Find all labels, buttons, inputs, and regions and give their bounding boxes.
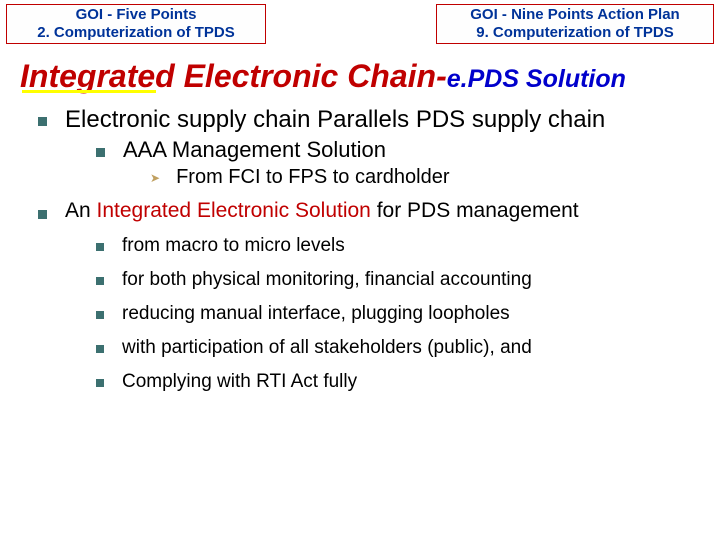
box-left-line1: GOI - Five Points: [13, 6, 259, 24]
square-bullet-icon: [38, 210, 47, 219]
bullet-2-1: from macro to micro levels: [0, 235, 720, 257]
square-bullet-icon: [96, 277, 104, 285]
square-bullet-icon: [96, 345, 104, 353]
square-bullet-icon: [96, 243, 104, 251]
bullet-2-2: for both physical monitoring, financial …: [0, 269, 720, 291]
bullet-1-text: Electronic supply chain Parallels PDS su…: [65, 106, 605, 134]
title-sub: e.PDS Solution: [447, 65, 626, 93]
arrow-bullet-icon: ➤: [150, 172, 160, 184]
square-bullet-icon: [96, 379, 104, 387]
bullet-2-3: reducing manual interface, plugging loop…: [0, 303, 720, 325]
title-underline: [22, 90, 156, 93]
square-bullet-icon: [96, 148, 105, 157]
bullet-2-3-text: reducing manual interface, plugging loop…: [122, 303, 510, 325]
bullet-2-4-text: with participation of all stakeholders (…: [122, 337, 532, 359]
bullet-2-pre: An: [65, 199, 97, 222]
bullet-2-1-text: from macro to micro levels: [122, 235, 345, 257]
bullet-1-1-text: AAA Management Solution: [123, 137, 386, 163]
bullet-2-post: for PDS management: [371, 199, 579, 222]
box-left-line2: 2. Computerization of TPDS: [13, 24, 259, 42]
bullet-1-1-1: ➤ From FCI to FPS to cardholder: [0, 166, 720, 189]
bullet-2: An Integrated Electronic Solution for PD…: [0, 199, 720, 223]
bullet-2-4: with participation of all stakeholders (…: [0, 337, 720, 359]
slide-title: Integrated Electronic Chain-e.PDS Soluti…: [0, 58, 720, 95]
bullet-2-5-text: Complying with RTI Act fully: [122, 371, 357, 393]
goi-nine-points-box: GOI - Nine Points Action Plan 9. Compute…: [436, 4, 714, 44]
title-main: Integrated Electronic Chain-: [20, 58, 447, 94]
header-boxes: GOI - Five Points 2. Computerization of …: [0, 0, 720, 58]
bullet-2-5: Complying with RTI Act fully: [0, 371, 720, 393]
bullet-1-1: AAA Management Solution: [0, 137, 720, 163]
square-bullet-icon: [38, 117, 47, 126]
goi-five-points-box: GOI - Five Points 2. Computerization of …: [6, 4, 266, 44]
bullet-2-highlight: Integrated Electronic Solution: [97, 199, 371, 222]
square-bullet-icon: [96, 311, 104, 319]
bullet-1-1-1-text: From FCI to FPS to cardholder: [176, 166, 449, 189]
bullet-1: Electronic supply chain Parallels PDS su…: [0, 106, 720, 134]
bullet-2-2-text: for both physical monitoring, financial …: [122, 269, 532, 291]
body: Electronic supply chain Parallels PDS su…: [0, 95, 720, 393]
box-right-line2: 9. Computerization of TPDS: [443, 24, 707, 42]
box-right-line1: GOI - Nine Points Action Plan: [443, 6, 707, 24]
bullet-2-text: An Integrated Electronic Solution for PD…: [65, 199, 579, 223]
